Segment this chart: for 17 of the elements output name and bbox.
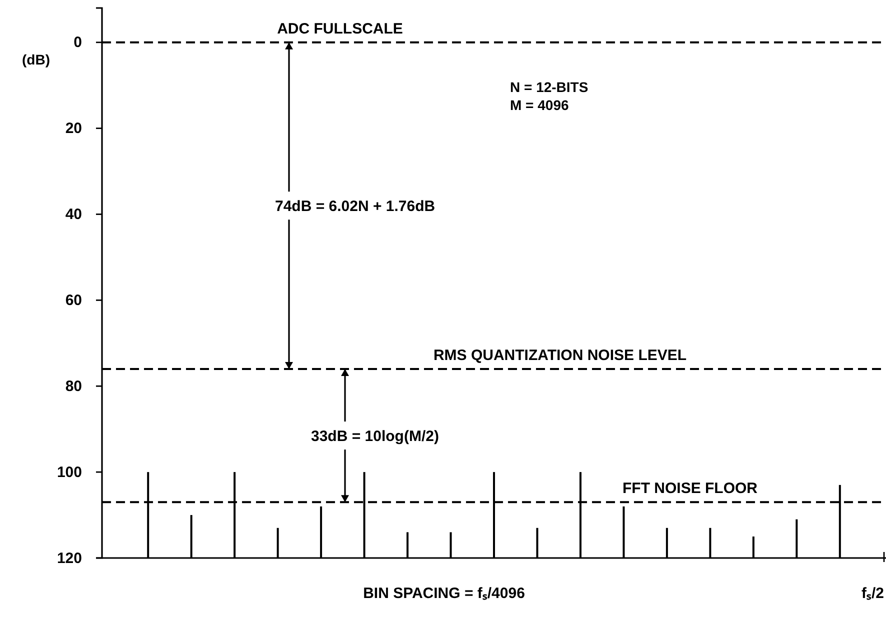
text: BIN SPACING = fₛ/4096: [363, 585, 525, 602]
annotation: 33dB = 10log(M/2): [311, 428, 439, 445]
annotation: 74dB = 6.02N + 1.76dB: [275, 198, 436, 215]
y-tick-label: 60: [65, 292, 82, 309]
y-tick-label: 0: [74, 34, 82, 52]
ref-line-label: FFT NOISE FLOOR: [622, 480, 758, 498]
annotation: N = 12-BITS: [510, 79, 588, 95]
text: fₛ/2: [861, 585, 884, 602]
y-tick-label: 120: [56, 550, 82, 567]
ref-line-label: RMS QUANTIZATION NOISE LEVEL: [433, 346, 687, 364]
annotation: M = 4096: [510, 97, 569, 113]
y-tick-label: 40: [65, 206, 82, 224]
y-axis-title: (dB): [22, 51, 50, 68]
ref-line-label: ADC FULLSCALE: [277, 20, 403, 38]
y-tick-label: 20: [65, 120, 82, 138]
y-tick-label: 80: [65, 378, 82, 395]
y-tick-label: 100: [56, 464, 82, 481]
